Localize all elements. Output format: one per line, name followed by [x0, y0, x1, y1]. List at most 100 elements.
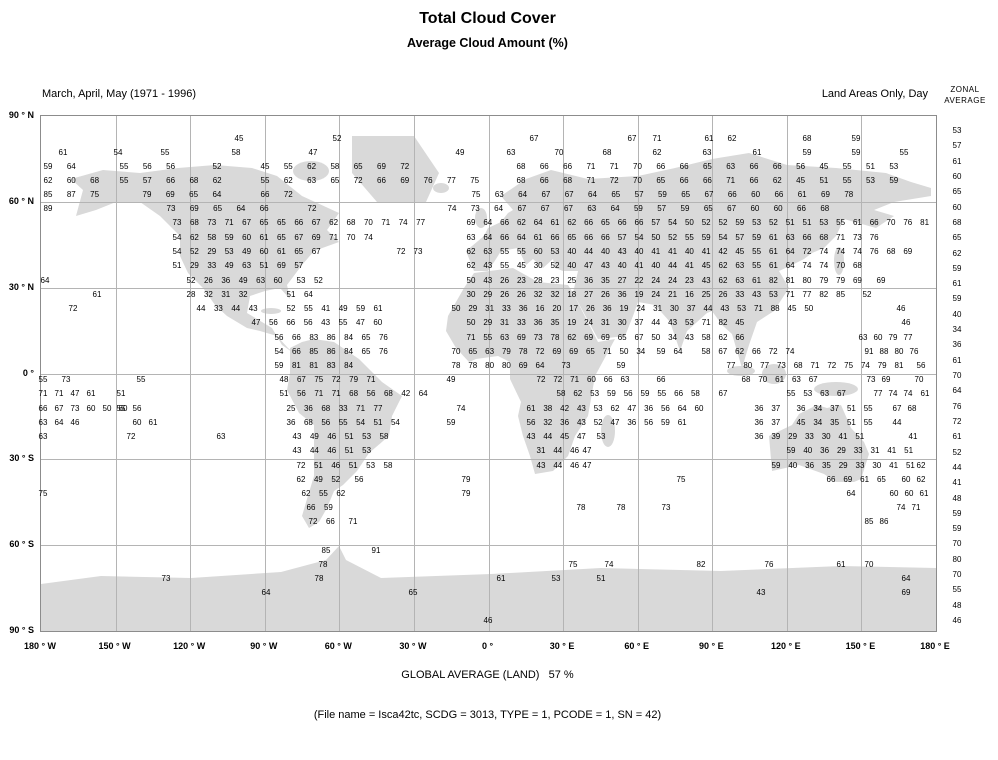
grid-value: 59 — [889, 176, 899, 185]
grid-value: 51 — [286, 290, 296, 299]
grid-value: 60 — [750, 204, 760, 213]
grid-value: 65 — [213, 204, 223, 213]
grid-value: 66 — [539, 162, 549, 171]
continent-africa — [446, 268, 615, 474]
grid-value: 37 — [634, 318, 644, 327]
grid-value: 73 — [166, 204, 176, 213]
grid-value: 75 — [90, 190, 100, 199]
grid-value: 55 — [836, 218, 846, 227]
grid-value: 61 — [752, 148, 762, 157]
grid-value: 64 — [785, 247, 795, 256]
grid-value: 56 — [132, 404, 142, 413]
grid-value: 59 — [640, 389, 650, 398]
zonal-average-value: 41 — [952, 478, 962, 488]
grid-value: 50 — [619, 347, 629, 356]
grid-value: 56 — [274, 333, 284, 342]
grid-value: 75 — [568, 560, 578, 569]
grid-value: 78 — [451, 361, 461, 370]
grid-value: 54 — [113, 148, 123, 157]
grid-value: 36 — [617, 290, 627, 299]
grid-value: 66 — [260, 190, 270, 199]
grid-value: 78 — [576, 503, 586, 512]
grid-value: 55 — [483, 333, 493, 342]
grid-value: 68 — [907, 404, 917, 413]
grid-value: 51 — [279, 389, 289, 398]
grid-value: 29 — [468, 304, 478, 313]
grid-value: 72 — [68, 304, 78, 313]
lon-tick-label: 120 ° E — [770, 641, 801, 651]
island-madagascar — [601, 415, 615, 447]
grid-value: 54 — [668, 218, 678, 227]
grid-value: 36 — [518, 304, 528, 313]
grid-value: 55 — [842, 162, 852, 171]
grid-value: 74 — [888, 389, 898, 398]
grid-value: 75 — [38, 489, 48, 498]
grid-value: 62 — [301, 489, 311, 498]
grid-value: 41 — [668, 247, 678, 256]
grid-value: 24 — [651, 276, 661, 285]
zonal-average-value: 70 — [952, 539, 962, 549]
grid-value: 53 — [593, 404, 603, 413]
grid-value: 59 — [323, 503, 333, 512]
grid-value: 57 — [294, 261, 304, 270]
grid-value: 65 — [681, 190, 691, 199]
grid-value: 65 — [276, 218, 286, 227]
grid-value: 60 — [533, 247, 543, 256]
grid-value: 64 — [677, 404, 687, 413]
grid-value: 52 — [189, 247, 199, 256]
grid-value: 43 — [483, 276, 493, 285]
grid-value: 42 — [401, 389, 411, 398]
grid-value: 61 — [496, 574, 506, 583]
grid-value: 61 — [768, 247, 778, 256]
grid-value: 49 — [455, 148, 465, 157]
grid-value: 43 — [756, 588, 766, 597]
grid-value: 63 — [735, 261, 745, 270]
grid-value: 66 — [291, 347, 301, 356]
grid-value: 47 — [610, 418, 620, 427]
grid-value: 55 — [500, 247, 510, 256]
grid-value: 63 — [485, 347, 495, 356]
grid-value: 19 — [567, 318, 577, 327]
grid-value: 33 — [213, 304, 223, 313]
grid-value: 56 — [166, 162, 176, 171]
grid-value: 16 — [684, 290, 694, 299]
grid-value: 71 — [329, 233, 339, 242]
lon-tick-label: 90 ° W — [250, 641, 278, 651]
grid-value: 69 — [821, 190, 830, 199]
grid-value: 74 — [819, 247, 829, 256]
grid-value: 66 — [286, 318, 296, 327]
grid-value: 60 — [86, 404, 96, 413]
grid-value: 76 — [378, 333, 388, 342]
grid-value: 40 — [684, 247, 694, 256]
grid-value: 69 — [584, 333, 594, 342]
grid-value: 37 — [771, 404, 781, 413]
grid-value: 46 — [70, 418, 80, 427]
zonal-average-value: 65 — [952, 233, 962, 243]
grid-value: 26 — [500, 290, 510, 299]
grid-value: 29 — [189, 261, 199, 270]
grid-value: 30 — [872, 461, 882, 470]
grid-value: 67 — [517, 204, 527, 213]
lon-tick-label: 60 ° E — [624, 641, 649, 651]
grid-value: 38 — [543, 404, 553, 413]
grid-value: 62 — [307, 162, 317, 171]
grid-value: 58 — [383, 461, 393, 470]
grid-value: 55 — [318, 489, 328, 498]
grid-value: 55 — [752, 247, 762, 256]
grid-value: 33 — [853, 446, 863, 455]
grid-value: 71 — [570, 375, 580, 384]
grid-value: 51 — [846, 404, 856, 413]
grid-value: 60 — [773, 204, 783, 213]
grid-value: 45 — [796, 418, 806, 427]
grid-value: 72 — [768, 347, 778, 356]
grid-value: 79 — [836, 276, 846, 285]
grid-value: 82 — [718, 318, 728, 327]
grid-value: 64 — [901, 574, 911, 583]
grid-value: 51 — [904, 446, 914, 455]
grid-value: 35 — [550, 318, 560, 327]
grid-value: 53 — [296, 276, 306, 285]
grid-value: 74 — [819, 261, 829, 270]
grid-value: 60 — [904, 489, 914, 498]
grid-value: 40 — [567, 247, 577, 256]
grid-value: 44 — [309, 446, 319, 455]
